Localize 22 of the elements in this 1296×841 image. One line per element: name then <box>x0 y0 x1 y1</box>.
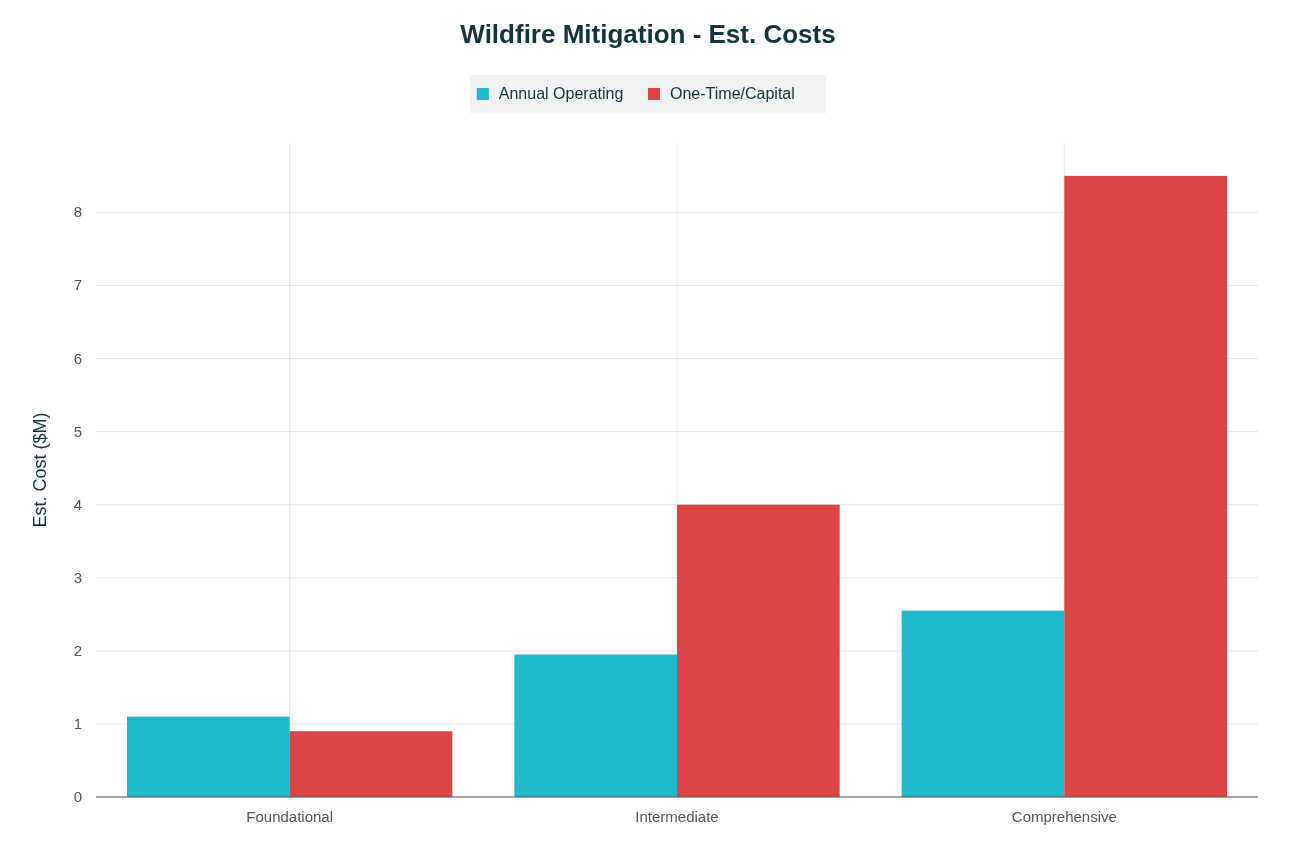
legend-label: One-Time/Capital <box>670 85 795 102</box>
y-tick-label: 2 <box>73 641 82 659</box>
y-tick-label: 7 <box>73 276 82 294</box>
legend-label: Annual Operating <box>498 85 624 102</box>
x-tick-label: Intermediate <box>635 808 719 825</box>
bar <box>1064 175 1228 797</box>
bar <box>901 610 1065 797</box>
bar <box>514 654 677 797</box>
y-axis-title: Est. Cost ($M) <box>30 412 50 528</box>
y-tick-label: 4 <box>73 495 82 513</box>
chart-title: Wildfire Mitigation - Est. Costs <box>460 19 836 49</box>
y-tick-label: 1 <box>73 714 82 732</box>
y-tick-label: 0 <box>73 788 82 805</box>
x-tick-label: Foundational <box>246 808 334 825</box>
bar <box>677 504 840 797</box>
bar <box>126 716 290 797</box>
x-tick-label: Comprehensive <box>1011 808 1117 825</box>
y-tick-label: 5 <box>73 422 82 440</box>
y-tick-label: 6 <box>73 349 82 367</box>
bar <box>289 731 453 797</box>
y-tick-label: 8 <box>73 203 82 221</box>
y-tick-label: 3 <box>73 568 82 586</box>
